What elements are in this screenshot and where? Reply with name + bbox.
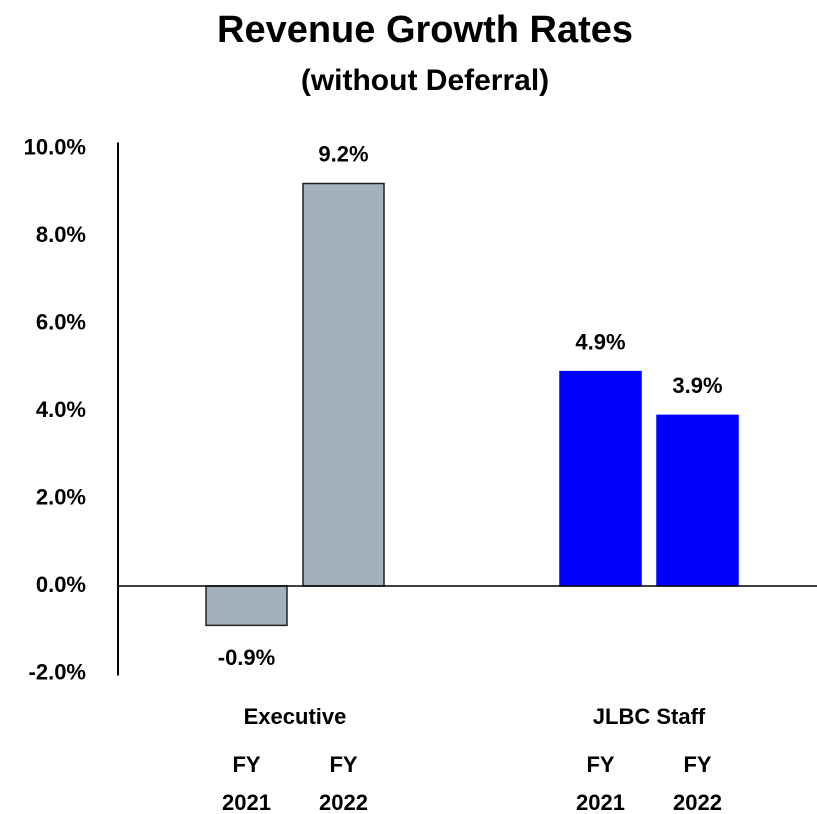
x-tick-label: FY 2021	[576, 752, 625, 814]
bar	[559, 370, 642, 587]
x-tick-label: FY 2022	[673, 752, 722, 814]
chart-title: Revenue Growth Rates	[217, 9, 633, 51]
y-tick-label: 8.0%	[36, 222, 86, 247]
y-tick-label: 4.0%	[36, 397, 86, 422]
value-label: 4.9%	[575, 329, 625, 354]
value-label: 9.2%	[318, 141, 368, 166]
y-tick-label: 6.0%	[36, 309, 86, 334]
value-label: 3.9%	[672, 373, 722, 398]
chart-subtitle: (without Deferral)	[301, 64, 549, 97]
group-label: JLBC Staff	[593, 704, 706, 729]
bar	[302, 182, 385, 587]
group-label: Executive	[244, 704, 347, 729]
y-tick-label: 10.0%	[24, 134, 86, 159]
y-tick-label: 2.0%	[36, 484, 86, 509]
y-tick-label: -2.0%	[29, 659, 86, 684]
x-tick-label: FY 2021	[222, 752, 271, 814]
x-tick-label: FY 2022	[319, 752, 368, 814]
value-label: -0.9%	[218, 645, 275, 670]
y-tick-label: 0.0%	[36, 572, 86, 597]
bar	[205, 585, 288, 627]
bar	[656, 414, 739, 587]
